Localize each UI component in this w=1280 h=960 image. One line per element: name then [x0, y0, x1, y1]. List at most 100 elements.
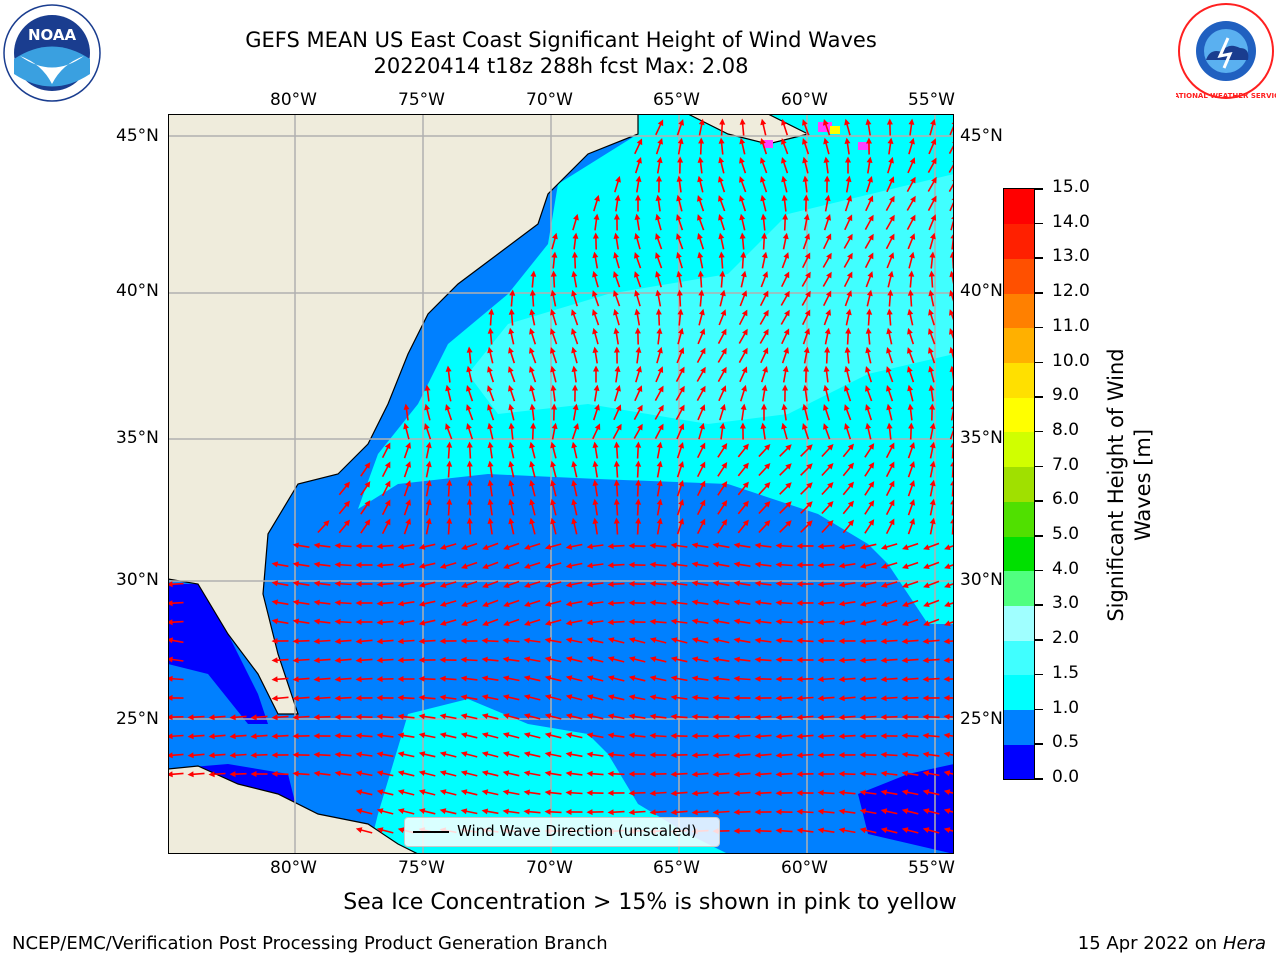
wave-direction-arrowhead	[529, 517, 535, 525]
colorbar-tick-label: 1.5	[1052, 662, 1080, 683]
wave-direction-arrowhead	[676, 289, 683, 296]
wave-direction-arrowhead	[523, 675, 531, 682]
wave-direction-arrowhead	[670, 713, 677, 720]
wave-direction-arrowhead	[679, 404, 685, 412]
wave-direction-arrowhead	[628, 599, 635, 606]
wave-direction-arrowhead	[487, 422, 494, 430]
wave-direction-arrowhead	[838, 695, 845, 702]
wave-direction-arrowhead	[397, 713, 404, 720]
colorbar-tick	[1035, 535, 1043, 537]
wave-direction-arrowhead	[886, 327, 893, 335]
wave-direction-arrowhead	[796, 808, 803, 815]
wave-direction-arrowhead	[502, 637, 509, 644]
wave-direction-arrowhead	[866, 308, 873, 315]
wave-direction-arrowhead	[796, 733, 803, 740]
wave-direction-arrowhead	[634, 289, 640, 297]
wave-direction-arrowhead	[565, 751, 573, 758]
lon-label-top: 80°W	[270, 90, 317, 110]
wave-direction-arrowhead	[943, 751, 951, 758]
wave-direction-arrowhead	[655, 289, 662, 297]
wave-direction-arrowhead	[806, 444, 813, 451]
wave-direction-arrowhead	[649, 694, 657, 701]
wave-direction-arrowhead	[733, 828, 740, 834]
wave-direction-arrowhead	[931, 176, 937, 184]
wave-direction-arrowhead	[565, 562, 573, 569]
wave-direction-arrowhead	[838, 581, 845, 588]
wave-direction-arrowhead	[292, 657, 299, 664]
wave-direction-arrowhead	[460, 789, 468, 796]
wave-direction-arrowhead	[571, 309, 577, 316]
wave-direction-arrowhead	[760, 118, 767, 126]
wave-direction-arrowhead	[859, 657, 866, 664]
wave-direction-arrowhead	[397, 619, 404, 626]
wave-direction-arrowhead	[796, 695, 803, 702]
wave-direction-arrowhead	[384, 461, 391, 469]
wave-direction-arrowhead	[678, 423, 685, 430]
wave-direction-arrowhead	[868, 233, 874, 241]
wave-direction-arrowhead	[397, 581, 404, 588]
wave-direction-arrowhead	[168, 752, 173, 759]
wave-direction-arrowhead	[880, 544, 888, 550]
wave-direction-arrowhead	[697, 270, 704, 277]
wave-direction-arrowhead	[929, 498, 936, 506]
wave-direction-arrowhead	[607, 770, 614, 777]
wave-direction-arrowhead	[902, 620, 909, 626]
lat-label-left: 40°N	[116, 281, 159, 301]
footer-date: 15 Apr 2022 on Hera	[1078, 933, 1266, 954]
wave-direction-arrowhead	[740, 403, 747, 410]
wave-direction-arrowhead	[712, 675, 719, 682]
wave-direction-arrowhead	[922, 808, 930, 814]
wave-direction-arrowhead	[721, 347, 727, 355]
wave-direction-arrowhead	[930, 118, 936, 126]
wave-direction-arrowhead	[482, 582, 489, 588]
wave-direction-arrowhead	[824, 327, 831, 335]
wave-direction-arrowhead	[656, 460, 663, 468]
wave-direction-arrowhead	[775, 790, 782, 797]
wave-direction-arrowhead	[487, 441, 494, 448]
wave-direction-arrowhead	[859, 733, 866, 740]
wave-direction-arrowhead	[376, 657, 383, 664]
wave-direction-arrowhead	[586, 675, 594, 681]
wave-direction-arrowhead	[922, 789, 930, 796]
wave-direction-arrowhead	[868, 500, 875, 507]
wave-direction-arrowhead	[889, 195, 895, 203]
wave-direction-arrowhead	[250, 771, 257, 777]
wave-direction-arrowhead	[334, 638, 341, 645]
wave-direction-arrowhead	[613, 479, 620, 486]
wave-direction-arrowhead	[656, 498, 663, 506]
wave-direction-arrowhead	[313, 580, 320, 587]
wave-direction-arrowhead	[888, 156, 894, 164]
wave-direction-arrowhead	[733, 599, 740, 606]
wave-direction-arrowhead	[524, 563, 531, 569]
wave-direction-arrowhead	[901, 676, 908, 683]
wave-direction-arrowhead	[187, 714, 194, 721]
wave-direction-arrowhead	[817, 695, 824, 702]
wave-direction-arrowhead	[866, 289, 873, 297]
wave-direction-arrowhead	[712, 752, 719, 759]
wave-direction-arrowhead	[649, 656, 657, 663]
wave-direction-arrowhead	[439, 675, 446, 682]
wave-direction-arrowhead	[838, 638, 845, 645]
wave-direction-arrowhead	[733, 580, 740, 587]
wave-direction-arrowhead	[677, 137, 684, 145]
wave-direction-arrowhead	[313, 542, 320, 549]
wave-direction-arrowhead	[944, 563, 951, 569]
wave-direction-arrowhead	[446, 498, 453, 505]
wave-direction-arrowhead	[901, 695, 908, 702]
wave-direction-arrowhead	[922, 770, 930, 777]
wave-direction-arrowhead	[928, 308, 934, 316]
wave-direction-arrowhead	[424, 384, 431, 391]
wave-direction-arrowhead	[847, 500, 854, 508]
wave-direction-arrowhead	[573, 423, 579, 430]
wave-direction-arrowhead	[607, 581, 614, 588]
colorbar-segment	[1004, 744, 1034, 780]
colorbar-segment	[1004, 536, 1034, 572]
wave-direction-arrowhead	[909, 518, 915, 525]
wave-direction-arrowhead	[376, 732, 383, 739]
wave-direction-arrowhead	[586, 694, 594, 700]
colorbar-segment	[1004, 223, 1034, 259]
colorbar-segment	[1004, 362, 1034, 398]
colorbar-tick-label: 15.0	[1052, 177, 1090, 197]
wave-direction-arrowhead	[418, 713, 425, 720]
colorbar-segment	[1004, 570, 1034, 606]
